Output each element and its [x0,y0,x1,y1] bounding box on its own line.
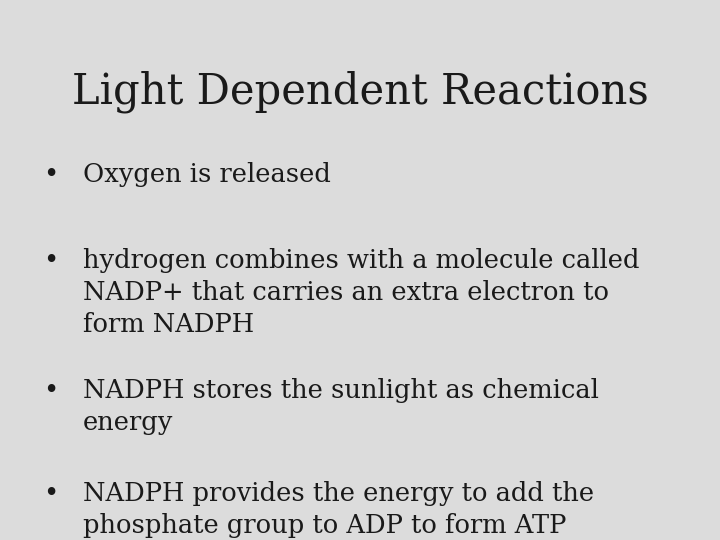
Text: NADPH provides the energy to add the
phosphate group to ADP to form ATP: NADPH provides the energy to add the pho… [83,481,594,538]
Text: •: • [42,162,58,187]
Text: •: • [42,481,58,505]
Text: Oxygen is released: Oxygen is released [83,162,330,187]
Text: Light Dependent Reactions: Light Dependent Reactions [71,70,649,113]
Text: hydrogen combines with a molecule called
NADP+ that carries an extra electron to: hydrogen combines with a molecule called… [83,248,639,338]
Text: •: • [42,378,58,403]
Text: •: • [42,248,58,273]
Text: NADPH stores the sunlight as chemical
energy: NADPH stores the sunlight as chemical en… [83,378,598,435]
